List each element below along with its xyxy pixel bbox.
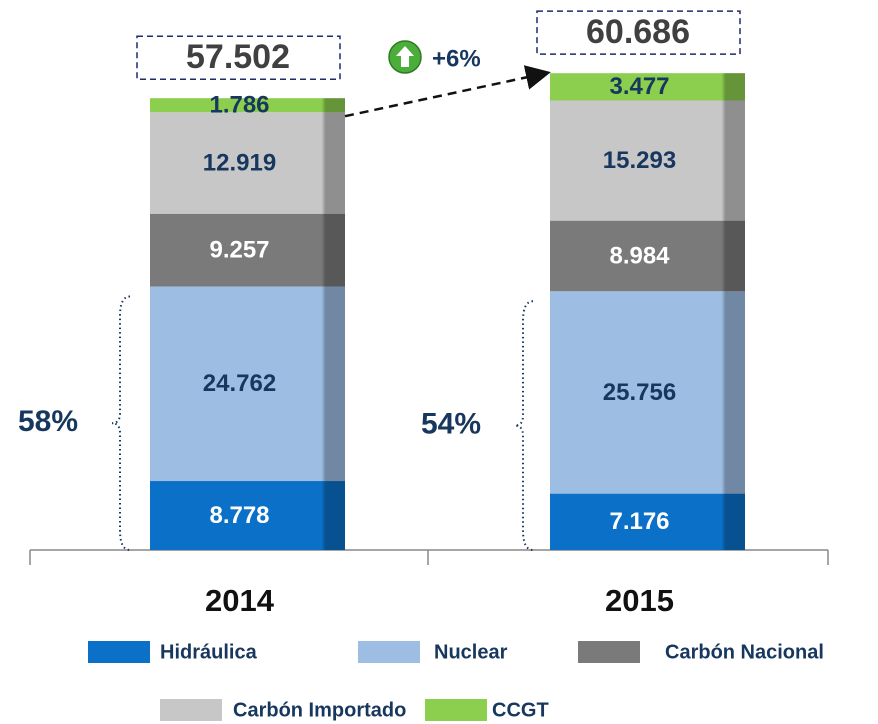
- total-label: 57.502: [186, 38, 290, 76]
- x-tick-label: 2015: [605, 583, 674, 618]
- bar-shade: [550, 73, 745, 550]
- legend-swatch: [578, 641, 640, 663]
- total-label: 60.686: [586, 13, 690, 51]
- legend-swatch: [358, 641, 420, 663]
- legend-label: CCGT: [492, 699, 549, 721]
- legend-label: Hidráulica: [160, 641, 258, 663]
- legend-swatch: [160, 699, 222, 721]
- growth-arrow: [344, 65, 551, 118]
- x-tick-label: 2014: [205, 583, 275, 618]
- growth-icon-arrow: [396, 46, 414, 67]
- total-box: [536, 10, 741, 55]
- bar-shade: [150, 98, 345, 550]
- total-box: [136, 35, 341, 80]
- share-brace: [514, 300, 534, 551]
- share-brace: [111, 295, 131, 551]
- share-label: 54%: [421, 408, 481, 441]
- legend-swatch: [88, 641, 150, 663]
- share-label: 58%: [18, 405, 78, 438]
- growth-label: +6%: [432, 45, 481, 72]
- legend-label: Carbón Nacional: [665, 641, 824, 663]
- legend-swatch: [425, 699, 487, 721]
- legend-label: Nuclear: [434, 641, 508, 663]
- legend-label: Carbón Importado: [233, 699, 406, 721]
